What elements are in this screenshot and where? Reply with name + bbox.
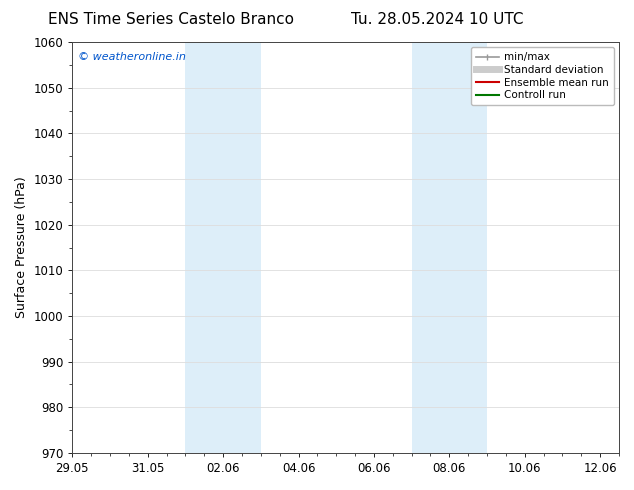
- Y-axis label: Surface Pressure (hPa): Surface Pressure (hPa): [15, 176, 28, 318]
- Bar: [185, 42, 261, 453]
- Text: © weatheronline.in: © weatheronline.in: [78, 52, 186, 62]
- Bar: [411, 42, 487, 453]
- Text: Tu. 28.05.2024 10 UTC: Tu. 28.05.2024 10 UTC: [351, 12, 524, 27]
- Legend: min/max, Standard deviation, Ensemble mean run, Controll run: min/max, Standard deviation, Ensemble me…: [470, 47, 614, 105]
- Text: ENS Time Series Castelo Branco: ENS Time Series Castelo Branco: [48, 12, 294, 27]
